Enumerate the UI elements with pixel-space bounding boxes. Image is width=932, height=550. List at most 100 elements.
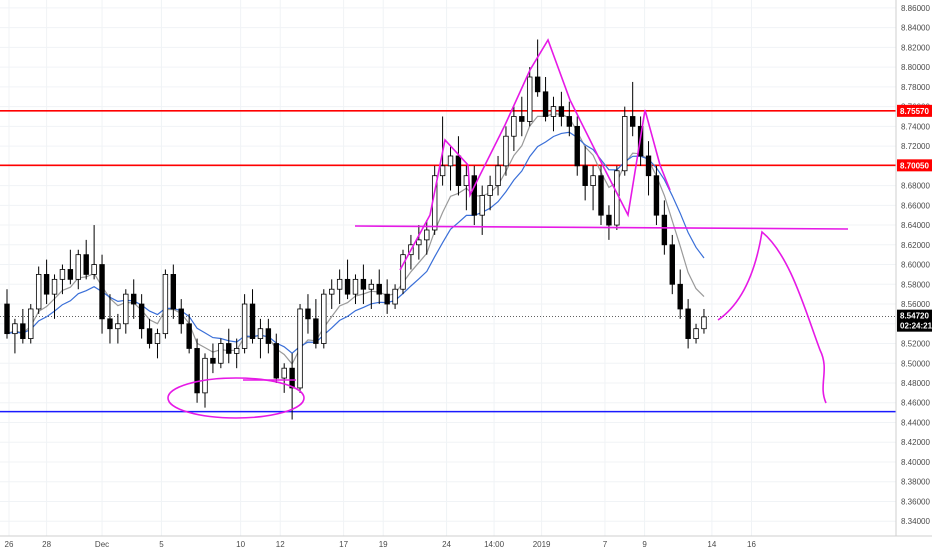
- x-tick-label: 24: [442, 540, 451, 549]
- y-tick-label: 8.64000: [901, 221, 930, 230]
- y-tick-label: 8.56000: [901, 300, 930, 309]
- y-tick-label: 8.46000: [901, 399, 930, 408]
- candle-body-down: [249, 303, 256, 339]
- candle: [131, 279, 137, 319]
- candle-body-down: [384, 293, 390, 305]
- candle-body-up: [51, 278, 58, 295]
- candle-body-up: [439, 165, 446, 177]
- candle: [115, 313, 121, 344]
- countdown-label: 02:24:21: [900, 322, 932, 331]
- candle-body-down: [360, 278, 367, 290]
- candle: [162, 269, 169, 339]
- grid: [0, 0, 896, 536]
- candle: [622, 106, 628, 176]
- x-tick-label: 5: [159, 540, 164, 549]
- x-tick-label: 26: [5, 540, 14, 549]
- candle-body-down: [519, 116, 525, 122]
- x-tick-label: 2019: [533, 540, 551, 549]
- candle: [321, 289, 327, 349]
- x-tick-label: 19: [379, 540, 388, 549]
- candle-body-up: [75, 254, 81, 280]
- candle: [123, 289, 129, 334]
- x-tick-label: 16: [747, 540, 756, 549]
- candle-body-down: [566, 116, 573, 127]
- candle-body-up: [368, 283, 375, 290]
- candle-body-down: [194, 348, 200, 394]
- y-tick-label: 8.84000: [901, 24, 930, 33]
- drawings: [167, 38, 849, 419]
- candle-body-down: [313, 318, 319, 344]
- drawing-projection: [717, 230, 827, 404]
- candle-body-down: [574, 125, 580, 167]
- y-tick-label: 8.80000: [901, 63, 930, 72]
- y-tick-label: 8.68000: [901, 182, 930, 191]
- candle: [487, 175, 493, 211]
- candle: [154, 328, 161, 359]
- candle-body-up: [463, 175, 470, 186]
- candle-body-up: [162, 274, 169, 335]
- candle: [91, 225, 97, 280]
- drawing-circle-left: [167, 377, 305, 419]
- candle-body-down: [471, 175, 477, 216]
- candle-body-up: [622, 116, 628, 172]
- candles: [4, 39, 707, 420]
- candle: [566, 101, 573, 137]
- candle-body-up: [392, 288, 398, 305]
- candle-body-up: [400, 254, 406, 290]
- candle: [352, 274, 359, 305]
- candle: [257, 318, 264, 359]
- candle: [677, 269, 683, 319]
- candle: [233, 338, 240, 369]
- candle: [241, 294, 248, 354]
- candle-body-up: [511, 116, 517, 137]
- candle-body-down: [289, 367, 295, 389]
- candle: [542, 76, 549, 122]
- candle-body-up: [487, 185, 493, 196]
- candle-body-down: [582, 165, 588, 186]
- candle-body-down: [107, 318, 113, 330]
- candle-body-up: [693, 328, 699, 339]
- candle-body-down: [455, 155, 462, 186]
- candle-body-up: [550, 106, 557, 117]
- candle: [28, 304, 34, 344]
- candle-body-down: [170, 274, 177, 310]
- candle: [495, 155, 501, 196]
- last-price-badge: [897, 309, 932, 332]
- y-tick-label: 8.34000: [901, 517, 930, 526]
- candle: [598, 165, 604, 226]
- candle-body-up: [12, 323, 18, 335]
- y-tick-label: 8.48000: [901, 379, 930, 388]
- candle: [400, 249, 406, 295]
- candle: [645, 141, 652, 196]
- candle-body-down: [376, 283, 382, 295]
- x-tick-label: 28: [42, 540, 51, 549]
- price-badge-label: 8.75570: [900, 107, 929, 116]
- candle: [35, 266, 42, 314]
- candle-body-down: [669, 244, 675, 285]
- x-tick-label: 12: [276, 540, 285, 549]
- x-tick-label: 14:00: [484, 540, 505, 549]
- candle: [693, 323, 699, 344]
- candle-body-down: [606, 214, 612, 226]
- candle-body-down: [4, 303, 10, 335]
- candle: [194, 338, 200, 403]
- candle-body-down: [558, 106, 565, 117]
- candle: [210, 343, 216, 374]
- candle-body-up: [503, 135, 509, 167]
- candle-body-down: [534, 76, 541, 93]
- candle-body-up: [154, 333, 161, 344]
- candle-body-down: [83, 254, 89, 275]
- candle-body-down: [146, 328, 153, 344]
- last-price-label: 8.54720: [900, 312, 929, 321]
- candle: [281, 363, 287, 393]
- y-tick-label: 8.50000: [901, 359, 930, 368]
- candle-body-down: [273, 343, 279, 379]
- candle: [186, 313, 192, 354]
- candle-body-down: [629, 116, 636, 127]
- y-tick-label: 8.74000: [901, 122, 930, 131]
- y-tick-label: 8.36000: [901, 497, 930, 506]
- candle-body-down: [43, 274, 50, 295]
- x-tick-label: Dec: [95, 540, 109, 549]
